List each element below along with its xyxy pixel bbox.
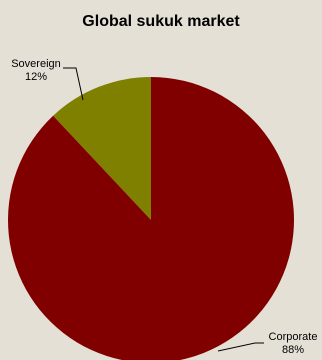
- data-label-corporate-name: Corporate: [269, 331, 318, 343]
- chart-title: Global sukuk market: [82, 13, 240, 30]
- leader-line-corporate: [217, 342, 264, 352]
- data-label-sovereign-value: 12%: [25, 71, 47, 83]
- data-label-corporate-value: 88%: [282, 344, 304, 356]
- label-leaders: [63, 67, 264, 352]
- pie-slice-corporate: [8, 77, 294, 360]
- data-label-sovereign-name: Sovereign: [11, 58, 61, 70]
- pie-slice-sovereign: [53, 77, 151, 220]
- pie-slices: [8, 77, 294, 360]
- leader-line-sovereign: [63, 67, 84, 101]
